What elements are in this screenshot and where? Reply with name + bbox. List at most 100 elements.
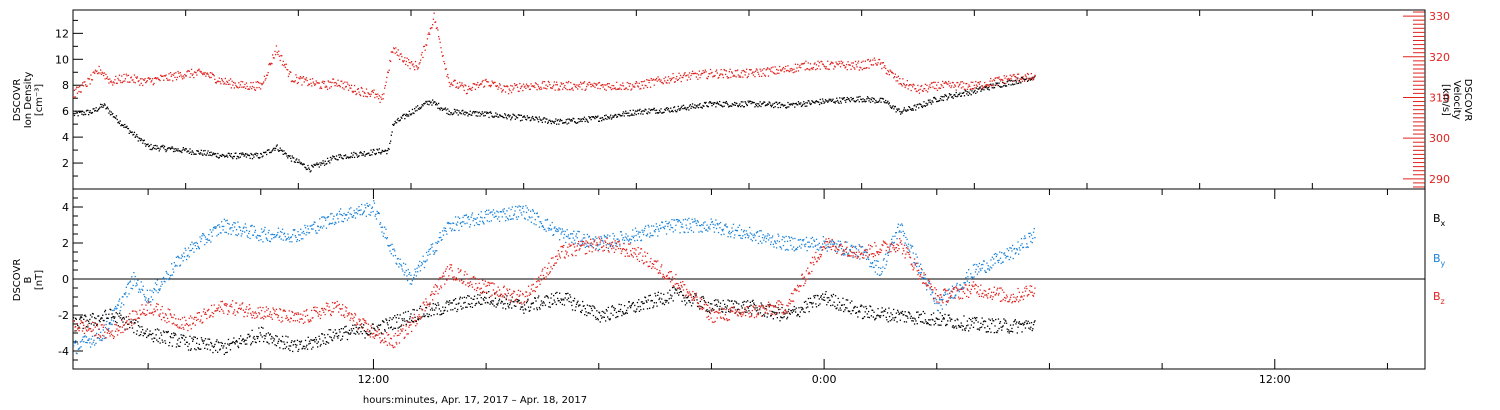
bx-point: [567, 292, 569, 294]
ion-density-point: [800, 105, 803, 108]
ion-density-point: [704, 102, 706, 104]
ion-density-point: [893, 108, 895, 110]
velocity-point: [996, 84, 998, 86]
velocity-point: [634, 86, 636, 88]
by-point: [155, 290, 157, 292]
bx-point: [378, 328, 380, 331]
velocity-point: [441, 55, 444, 57]
velocity-point: [284, 66, 287, 68]
bx-point: [575, 306, 577, 308]
velocity-point: [939, 87, 942, 90]
velocity-point: [999, 80, 1002, 82]
ion-density-point: [927, 103, 929, 105]
bx-point: [756, 307, 758, 309]
ion-density-point: [989, 84, 991, 86]
by-point: [402, 270, 404, 272]
ion-density-point: [805, 102, 807, 104]
velocity-point: [126, 75, 128, 77]
bx-point: [81, 316, 83, 319]
bx-point: [970, 319, 972, 321]
bx-point: [370, 332, 372, 334]
velocity-point: [700, 72, 703, 75]
bx-point: [268, 343, 270, 345]
velocity-point: [537, 84, 539, 86]
ion-density-point: [867, 97, 869, 99]
by-point: [471, 212, 474, 214]
ion-density-point: [296, 158, 298, 160]
bx-point: [269, 334, 271, 336]
bx-point: [449, 302, 451, 304]
velocity-point: [931, 82, 933, 84]
by-point: [202, 233, 204, 235]
ion-density-point: [882, 98, 884, 100]
velocity-point: [96, 70, 98, 72]
bx-point: [340, 339, 342, 341]
ion-density-point: [320, 164, 322, 166]
velocity-point: [615, 88, 617, 91]
bx-point: [438, 304, 440, 306]
by-point: [462, 216, 464, 219]
by-point: [240, 235, 242, 237]
ion-density-point: [256, 155, 258, 157]
bx-point: [868, 316, 870, 319]
bx-point: [634, 311, 637, 313]
bx-point: [384, 329, 386, 331]
by-point: [450, 223, 452, 225]
bx-point: [1007, 329, 1010, 331]
bx-point: [344, 331, 347, 333]
ion-density-point: [365, 153, 368, 155]
velocity-point: [586, 83, 589, 85]
bx-point: [862, 317, 864, 319]
bx-point: [454, 307, 456, 309]
velocity-point: [667, 76, 670, 78]
by-point: [75, 340, 77, 342]
bx-point: [222, 347, 224, 349]
bx-point: [386, 322, 388, 324]
velocity-point: [924, 83, 927, 85]
velocity-point: [834, 66, 836, 68]
velocity-point: [231, 80, 233, 82]
by-point: [310, 225, 312, 227]
bx-point: [361, 333, 363, 335]
bx-point: [567, 297, 570, 299]
by-point: [214, 226, 216, 228]
bx-point: [810, 302, 812, 304]
bx-point: [468, 295, 470, 297]
by-point: [573, 239, 576, 241]
by-point: [300, 228, 302, 230]
by-point: [389, 250, 391, 252]
ion-density-point: [292, 157, 294, 159]
velocity-point: [282, 60, 284, 62]
by-point: [281, 231, 283, 234]
velocity-point: [764, 75, 767, 77]
velocity-point: [806, 68, 809, 70]
bx-point: [261, 336, 263, 338]
ion-density-point: [723, 105, 725, 107]
by-point: [100, 331, 102, 333]
bx-point: [873, 311, 875, 313]
by-point: [181, 254, 183, 256]
bx-point: [647, 299, 649, 301]
ion-density-point: [1017, 77, 1019, 79]
velocity-point: [450, 83, 452, 85]
ion-density-point: [396, 119, 398, 121]
velocity-point: [187, 70, 190, 72]
ion-density-point: [379, 152, 381, 154]
velocity-point: [869, 60, 871, 63]
ion-density-point: [323, 162, 325, 164]
by-point: [146, 301, 148, 303]
ion-density-point: [770, 106, 773, 108]
ion-density-point: [1011, 83, 1014, 85]
velocity-point: [124, 78, 127, 80]
ion-density-point: [112, 116, 115, 118]
ion-density-point: [443, 108, 445, 110]
by-point: [292, 234, 294, 236]
ion-density-point: [394, 120, 396, 123]
ion-density-point: [842, 97, 845, 99]
bx-point: [365, 331, 367, 333]
velocity-point: [284, 63, 286, 66]
ion-density-point: [109, 114, 112, 116]
by-point: [425, 260, 427, 262]
bx-point: [507, 305, 509, 307]
